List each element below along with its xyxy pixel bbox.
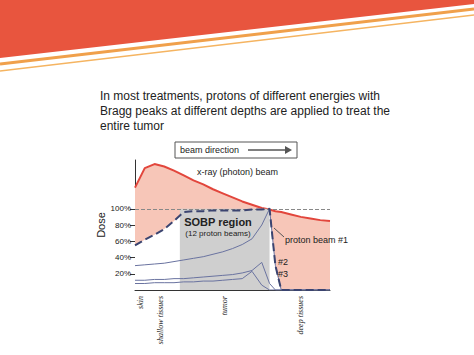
svg-text:100%: 100% [111,204,131,213]
svg-text:x-ray (photon) beam: x-ray (photon) beam [197,167,278,177]
svg-text:In most treatments, protons of: In most treatments, protons of different… [100,89,383,103]
svg-text:tumor: tumor [220,295,229,315]
svg-text:Bragg peaks at different depth: Bragg peaks at different depths are appl… [100,104,393,118]
svg-text:proton beam #1: proton beam #1 [285,235,348,245]
svg-text:#3: #3 [278,269,288,279]
svg-text:(12 proton beams): (12 proton beams) [185,229,251,238]
svg-text:deep tissues: deep tissues [296,296,305,334]
svg-text:#2: #2 [278,257,288,267]
svg-text:skin: skin [136,296,145,309]
svg-text:entire tumor: entire tumor [100,119,164,133]
svg-text:40%: 40% [115,253,131,262]
svg-text:SOBP region: SOBP region [184,216,252,228]
svg-text:20%: 20% [115,269,131,278]
svg-text:80%: 80% [115,221,131,230]
svg-text:shallow tissues: shallow tissues [156,296,165,344]
svg-text:Dose: Dose [95,212,107,238]
svg-text:beam direction: beam direction [180,145,239,155]
svg-text:60%: 60% [115,237,131,246]
